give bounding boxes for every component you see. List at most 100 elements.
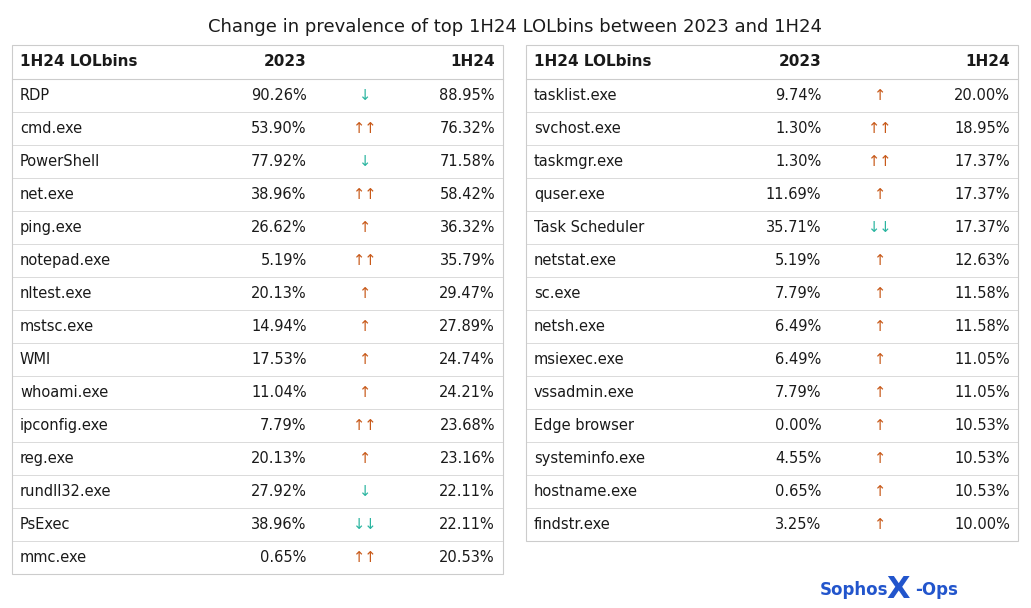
- Text: ↑: ↑: [360, 352, 371, 367]
- Text: ↑↑: ↑↑: [354, 187, 377, 202]
- Bar: [12, 45, 503, 574]
- Text: ↑↑: ↑↑: [354, 253, 377, 268]
- Text: ↑: ↑: [874, 517, 887, 532]
- Text: ↑: ↑: [874, 418, 887, 433]
- Text: Edge browser: Edge browser: [534, 418, 634, 433]
- Text: netstat.exe: netstat.exe: [534, 253, 617, 268]
- Text: 38.96%: 38.96%: [252, 187, 306, 202]
- Text: msiexec.exe: msiexec.exe: [534, 352, 625, 367]
- Text: 17.37%: 17.37%: [955, 187, 1010, 202]
- Text: 29.47%: 29.47%: [439, 286, 495, 301]
- Text: svchost.exe: svchost.exe: [534, 121, 621, 136]
- Text: 11.69%: 11.69%: [766, 187, 822, 202]
- Text: ↑: ↑: [874, 451, 887, 466]
- Text: quser.exe: quser.exe: [534, 187, 605, 202]
- Text: ↑: ↑: [874, 319, 887, 334]
- Text: rundll32.exe: rundll32.exe: [20, 484, 111, 499]
- Text: 0.00%: 0.00%: [774, 418, 822, 433]
- Text: ↑: ↑: [874, 253, 887, 268]
- Text: 10.53%: 10.53%: [955, 451, 1010, 466]
- Text: 7.79%: 7.79%: [774, 385, 822, 400]
- Text: X: X: [887, 576, 909, 604]
- Text: 35.79%: 35.79%: [439, 253, 495, 268]
- Text: 1H24: 1H24: [965, 55, 1010, 69]
- Text: 20.53%: 20.53%: [439, 550, 495, 565]
- Text: ↑: ↑: [360, 286, 371, 301]
- Text: 26.62%: 26.62%: [251, 220, 306, 235]
- Text: ↑↑: ↑↑: [868, 121, 893, 136]
- Text: ↓↓: ↓↓: [868, 220, 893, 235]
- Text: ↑: ↑: [874, 484, 887, 499]
- Text: Task Scheduler: Task Scheduler: [534, 220, 644, 235]
- Text: 88.95%: 88.95%: [439, 88, 495, 103]
- Text: 24.74%: 24.74%: [439, 352, 495, 367]
- Text: ↑: ↑: [360, 451, 371, 466]
- Text: 2023: 2023: [778, 55, 822, 69]
- Text: 20.13%: 20.13%: [251, 451, 306, 466]
- Text: 20.13%: 20.13%: [251, 286, 306, 301]
- Text: vssadmin.exe: vssadmin.exe: [534, 385, 635, 400]
- Bar: [526, 45, 1018, 541]
- Text: 7.79%: 7.79%: [260, 418, 306, 433]
- Text: RDP: RDP: [20, 88, 51, 103]
- Text: ↑: ↑: [360, 385, 371, 400]
- Text: findstr.exe: findstr.exe: [534, 517, 610, 532]
- Text: 11.05%: 11.05%: [955, 385, 1010, 400]
- Text: hostname.exe: hostname.exe: [534, 484, 638, 499]
- Text: ↑: ↑: [874, 187, 887, 202]
- Text: 11.58%: 11.58%: [955, 286, 1010, 301]
- Text: 23.68%: 23.68%: [439, 418, 495, 433]
- Text: PsExec: PsExec: [20, 517, 70, 532]
- Text: tasklist.exe: tasklist.exe: [534, 88, 618, 103]
- Text: reg.exe: reg.exe: [20, 451, 74, 466]
- Text: 17.53%: 17.53%: [252, 352, 306, 367]
- Text: 76.32%: 76.32%: [439, 121, 495, 136]
- Text: whoami.exe: whoami.exe: [20, 385, 108, 400]
- Text: 10.53%: 10.53%: [955, 418, 1010, 433]
- Text: 58.42%: 58.42%: [439, 187, 495, 202]
- Text: 5.19%: 5.19%: [775, 253, 822, 268]
- Text: 35.71%: 35.71%: [766, 220, 822, 235]
- Text: 17.37%: 17.37%: [955, 220, 1010, 235]
- Text: 11.58%: 11.58%: [955, 319, 1010, 334]
- Text: 18.95%: 18.95%: [955, 121, 1010, 136]
- Text: 1H24: 1H24: [451, 55, 495, 69]
- Text: 9.74%: 9.74%: [775, 88, 822, 103]
- Text: ↓↓: ↓↓: [354, 517, 377, 532]
- Text: 38.96%: 38.96%: [252, 517, 306, 532]
- Text: 36.32%: 36.32%: [439, 220, 495, 235]
- Text: 4.55%: 4.55%: [775, 451, 822, 466]
- Text: cmd.exe: cmd.exe: [20, 121, 82, 136]
- Text: ↓: ↓: [360, 484, 371, 499]
- Text: ↑: ↑: [874, 385, 887, 400]
- Text: Sophos: Sophos: [820, 581, 889, 599]
- Text: 22.11%: 22.11%: [439, 517, 495, 532]
- Text: ↑↑: ↑↑: [354, 418, 377, 433]
- Text: WMI: WMI: [20, 352, 52, 367]
- Text: ipconfig.exe: ipconfig.exe: [20, 418, 108, 433]
- Text: -Ops: -Ops: [914, 581, 958, 599]
- Text: 2023: 2023: [264, 55, 306, 69]
- Text: 1.30%: 1.30%: [775, 121, 822, 136]
- Text: 27.89%: 27.89%: [439, 319, 495, 334]
- Text: 3.25%: 3.25%: [775, 517, 822, 532]
- Text: Change in prevalence of top 1H24 LOLbins between 2023 and 1H24: Change in prevalence of top 1H24 LOLbins…: [208, 18, 822, 36]
- Text: 10.53%: 10.53%: [955, 484, 1010, 499]
- Text: mmc.exe: mmc.exe: [20, 550, 88, 565]
- Text: 11.04%: 11.04%: [251, 385, 306, 400]
- Text: 14.94%: 14.94%: [252, 319, 306, 334]
- Text: 53.90%: 53.90%: [252, 121, 306, 136]
- Text: ↑: ↑: [874, 88, 887, 103]
- Text: netsh.exe: netsh.exe: [534, 319, 606, 334]
- Text: ↑↑: ↑↑: [868, 154, 893, 169]
- Text: 1H24 LOLbins: 1H24 LOLbins: [20, 55, 137, 69]
- Text: 77.92%: 77.92%: [251, 154, 306, 169]
- Text: net.exe: net.exe: [20, 187, 75, 202]
- Text: 1H24 LOLbins: 1H24 LOLbins: [534, 55, 652, 69]
- Text: 0.65%: 0.65%: [775, 484, 822, 499]
- Text: 0.65%: 0.65%: [260, 550, 306, 565]
- Text: ↑↑: ↑↑: [354, 550, 377, 565]
- Text: mstsc.exe: mstsc.exe: [20, 319, 94, 334]
- Text: 17.37%: 17.37%: [955, 154, 1010, 169]
- Text: 6.49%: 6.49%: [775, 319, 822, 334]
